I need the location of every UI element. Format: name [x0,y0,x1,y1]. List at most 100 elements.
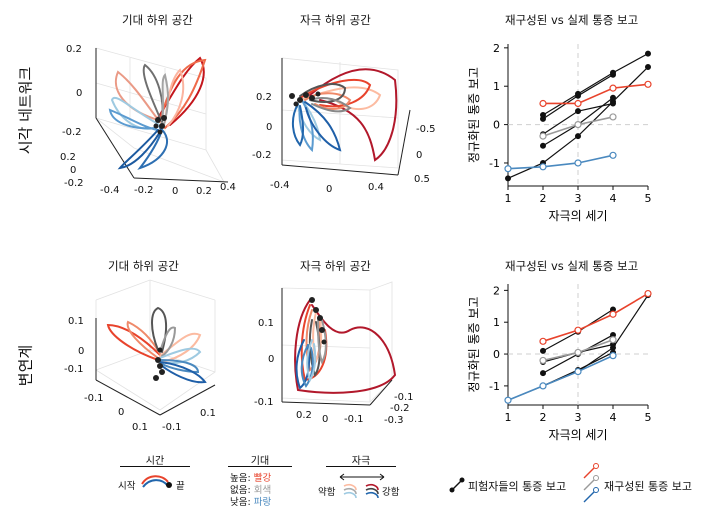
y-tick-label: 1 [493,316,500,329]
reconstructed-point [539,356,547,365]
tick-bot-expect-x-0: 0 [118,407,125,418]
y-tick-label: 0 [493,119,500,132]
panel-title-top-expectation: 기대 하위 공간 [122,13,193,27]
actual-point [609,94,616,101]
legend-time-start: 시작 [118,481,136,492]
tick-top-expect-x-neg0.4: -0.4 [100,185,120,196]
tick-top-expect-x-neg0.2: -0.2 [134,185,154,196]
x-tick-label: 3 [575,192,582,205]
tick-top-stim-z-neg0.2: -0.2 [252,150,272,161]
tick-bot-expect-z-0: 0 [78,346,85,357]
tick-top-expect-z-neg0.2: -0.2 [62,127,82,138]
reconstructed-point [539,163,547,171]
legend-stim-weak: 약함 [318,487,336,498]
panel-title-top-chart: 재구성된 vs 실제 통증 보고 [505,13,639,27]
tick-bot-expect-z-neg0.1: -0.1 [64,364,84,375]
actual-point [539,142,546,149]
y-tick-label: -1 [489,380,500,393]
reconstructed-point [574,348,582,357]
legend-expect-none-prefix: 없음: [230,485,254,496]
y-tick-label: 2 [493,284,500,297]
legend-time-end: 끝 [176,481,185,492]
reconstructed-point [574,159,582,167]
tick-bot-expect-z-0.1: 0.1 [68,316,84,327]
tick-bot-expect-y-0.1: 0.1 [200,408,216,419]
reconstructed-point [609,151,617,159]
legend-expect-high: 높음: 빨강 [230,470,271,484]
reconstructed-point [539,337,547,345]
reconstructed-point [574,120,582,129]
tick-top-stim-y-0.5: 0.5 [414,174,430,185]
reconstructed-line [543,83,649,105]
tick-top-expect-y-0.2: 0.2 [60,152,76,163]
tick-top-stim-x-0.4: 0.4 [368,182,384,193]
tick-top-expect-x-0: 0 [172,186,179,197]
reconstructed-point [609,336,617,344]
actual-point [609,100,616,107]
legend-expect-low-prefix: 낮음: [230,497,254,508]
reconstructed-point [574,367,582,376]
actual-point [539,111,546,118]
tick-bot-stim-y-neg0.2: -0.2 [390,403,410,414]
tick-bot-expect-x-neg0.1: -0.1 [84,393,104,404]
actual-point [644,50,651,57]
x-tick-label: 3 [575,411,582,424]
legend-stim-strong: 강함 [382,487,400,498]
legend-time-header: 시간 [145,456,165,467]
legend-time-underline [120,466,190,467]
reconstructed-point [504,165,512,173]
y-tick-label: 0 [493,348,500,361]
legend-stim-header: 자극 [351,456,371,467]
tick-bot-stim-y-neg0.3: -0.3 [384,415,404,426]
reconstructed-point [609,310,617,318]
actual-point [539,347,546,354]
x-tick-label: 1 [505,192,512,205]
tick-top-expect-x-0.4: 0.4 [220,182,236,193]
x-tick-label: 5 [645,192,652,205]
legend-expect-underline [228,466,292,467]
x-tick-label: 1 [505,411,512,424]
tick-top-stim-x-neg0.4: -0.4 [270,180,290,191]
reconstructed-line [542,292,649,343]
reconstructed-point [539,382,547,390]
reconstructed-point [609,352,617,360]
legend-reconstructed-label: 재구성된 통증 보고 [604,480,692,493]
legend-expect-none: 없음: 회색 [230,482,271,496]
tick-top-stim-z-0: 0 [266,122,273,133]
panel-title-bottom-stimulus: 자극 하위 공간 [300,259,371,273]
y-tick-label: 2 [493,42,500,55]
reconstructed-point [539,132,547,140]
legend-expect-high-prefix: 높음: [230,473,254,484]
tick-top-expect-z-0.2: 0.2 [66,44,82,55]
actual-point [644,64,651,71]
tick-bot-stim-z-neg0.1: -0.1 [254,397,274,408]
x-tick-label: 4 [610,192,617,205]
reconstructed-point [644,289,652,298]
reconstructed-point [504,396,512,404]
tick-bot-expect-x-0.1: 0.1 [132,422,148,433]
x-axis-label: 자극의 세기 [548,209,607,223]
x-tick-label: 2 [540,411,547,424]
actual-point [574,133,581,140]
tick-bot-stim-x-0.2: 0.2 [296,410,312,421]
x-axis-label: 자극의 세기 [548,428,607,442]
y-axis-label: 정규화된 통증 보고 [467,297,481,393]
reconstructed-point [609,113,617,121]
tick-top-stim-y-neg0.5: -0.5 [416,124,436,135]
y-axis-label: 정규화된 통증 보고 [467,67,481,163]
x-tick-label: 5 [645,411,652,424]
legend-stim-underline [326,466,396,467]
reconstructed-point [609,84,617,92]
tick-top-stim-x-0: 0 [326,184,333,195]
legend-expect-low: 낮음: 파랑 [230,494,271,508]
x-tick-label: 4 [610,411,617,424]
